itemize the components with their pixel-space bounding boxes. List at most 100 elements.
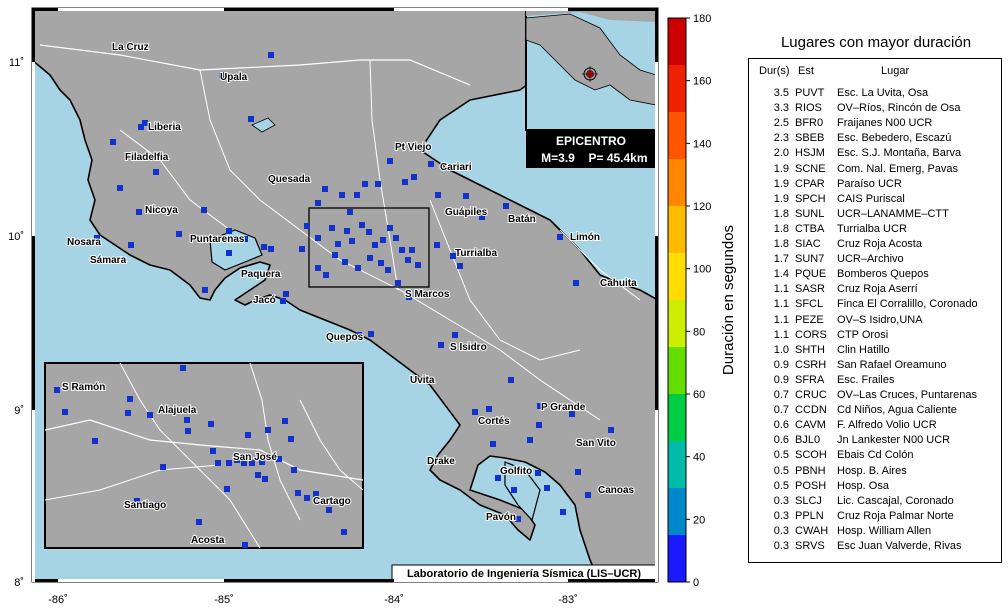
cell-lugar: Fraijanes N00 UCR bbox=[837, 117, 933, 130]
station-marker bbox=[268, 246, 274, 252]
place-label: Quesada bbox=[268, 174, 311, 185]
station-marker bbox=[291, 467, 297, 473]
station-marker bbox=[288, 436, 294, 442]
station-marker bbox=[329, 225, 335, 231]
table-row: 0.7 CCDN Cd Niños, Agua Caliente bbox=[749, 404, 1003, 419]
table-row: 1.9 SPCH CAIS Puriscal bbox=[749, 193, 1003, 208]
cell-dur: 0.7 bbox=[773, 404, 789, 417]
inset-place-label: San José bbox=[233, 452, 277, 463]
cell-dur: 1.0 bbox=[773, 343, 789, 356]
station-marker bbox=[341, 529, 347, 535]
epicenter-inset: EPICENTRO M=3.9 P= 45.4km bbox=[525, 9, 657, 168]
station-marker bbox=[479, 214, 485, 220]
station-marker bbox=[242, 236, 248, 242]
colorbar-tick: 100 bbox=[693, 264, 711, 276]
place-label: Liberia bbox=[148, 122, 181, 133]
station-marker bbox=[472, 409, 478, 415]
station-marker bbox=[399, 247, 405, 253]
table-row: 0.5 SCOH Ebais Cd Colón bbox=[749, 449, 1003, 464]
cell-lugar: Esc. S.J. Montaña, Barva bbox=[837, 147, 962, 160]
station-marker bbox=[232, 236, 238, 242]
station-marker bbox=[176, 231, 182, 237]
place-label: Drake bbox=[427, 456, 455, 467]
station-marker bbox=[268, 52, 274, 58]
border-line bbox=[39, 44, 471, 86]
colorbar-tick: 20 bbox=[693, 514, 705, 526]
cell-est: SASR bbox=[795, 283, 825, 296]
station-marker bbox=[180, 365, 186, 371]
cell-lugar: Hosp. Osa bbox=[837, 479, 889, 492]
cell-dur: 2.5 bbox=[773, 117, 789, 130]
cell-est: PPLN bbox=[795, 509, 824, 522]
colorbar-segment bbox=[668, 535, 686, 582]
cell-lugar: OV–Las Cruces, Puntarenas bbox=[837, 389, 978, 401]
cell-est: CRUC bbox=[795, 389, 827, 401]
station-marker bbox=[92, 438, 98, 444]
colorbar-tick: 120 bbox=[693, 201, 711, 213]
station-marker bbox=[147, 412, 153, 418]
colorbar-tick: 0 bbox=[693, 577, 699, 589]
cell-est: CSRH bbox=[795, 358, 827, 371]
colorbar-segment bbox=[668, 347, 686, 394]
station-marker bbox=[295, 490, 301, 496]
land-mass bbox=[32, 8, 658, 582]
colorbar-segment bbox=[668, 65, 686, 112]
station-marker bbox=[335, 241, 341, 247]
station-marker bbox=[127, 396, 133, 402]
cell-lugar: OV–S Isidro,UNA bbox=[837, 313, 923, 326]
station-marker bbox=[276, 456, 282, 462]
cell-dur: 3.5 bbox=[773, 87, 789, 99]
frame-ticks bbox=[32, 8, 658, 582]
station-marker bbox=[405, 257, 411, 263]
station-marker bbox=[234, 457, 240, 463]
station-marker bbox=[248, 116, 254, 122]
cell-est: CPAR bbox=[795, 177, 825, 190]
station-marker bbox=[393, 235, 399, 241]
table-row: 1.1 SFCL Finca El Corralillo, Coronado bbox=[749, 298, 1003, 313]
colorbar-label: Duración en segundos bbox=[720, 225, 737, 375]
place-labels: La Cruz Upala Liberia Filadelfia Nicoya Nosar… bbox=[66, 41, 638, 524]
station-marker bbox=[185, 428, 191, 434]
cell-dur: 0.3 bbox=[773, 540, 789, 552]
cell-est: SFRA bbox=[795, 373, 825, 386]
colorbar-segment bbox=[668, 159, 686, 206]
x-tick-label: -84˚ bbox=[384, 594, 404, 606]
cell-dur: 1.8 bbox=[773, 222, 789, 235]
header-dur: Dur(s) bbox=[759, 65, 790, 77]
cell-dur: 0.9 bbox=[773, 373, 789, 386]
station-marker bbox=[62, 409, 68, 415]
station-marker bbox=[201, 207, 207, 213]
table-row: 2.0 HSJM Esc. S.J. Montaña, Barva bbox=[749, 147, 1003, 162]
cell-dur: 0.5 bbox=[773, 479, 789, 492]
table-row: 0.5 POSH Hosp. Osa bbox=[749, 480, 1003, 495]
y-tick-label: 8˚ bbox=[14, 577, 24, 589]
cell-est: CWAH bbox=[795, 524, 829, 537]
cell-dur: 1.7 bbox=[773, 253, 789, 266]
province-line bbox=[199, 69, 601, 421]
station-marker bbox=[366, 229, 372, 235]
station-marker bbox=[435, 192, 441, 198]
station-marker bbox=[557, 234, 563, 240]
station-marker bbox=[536, 422, 542, 428]
place-label: Nosara bbox=[67, 237, 101, 248]
cell-est: SBEB bbox=[795, 132, 825, 145]
cell-est: PUVT bbox=[795, 87, 825, 99]
cell-lugar: Paraíso UCR bbox=[837, 177, 902, 190]
station-marker bbox=[342, 259, 348, 265]
cell-dur: 1.9 bbox=[773, 177, 789, 190]
station-marker bbox=[210, 448, 216, 454]
cell-est: PEZE bbox=[795, 313, 824, 326]
cell-dur: 2.0 bbox=[773, 147, 789, 160]
colorbar-segment bbox=[668, 18, 686, 65]
cell-lugar: Hosp. William Allen bbox=[837, 524, 932, 537]
station-marker bbox=[434, 242, 440, 248]
station-marker bbox=[372, 242, 378, 248]
cell-dur: 0.3 bbox=[773, 509, 789, 522]
station-marker bbox=[326, 507, 332, 513]
station-marker bbox=[503, 203, 509, 209]
place-label: Cortés bbox=[478, 416, 510, 427]
station-marker bbox=[395, 280, 401, 286]
station-marker bbox=[315, 235, 321, 241]
cell-lugar: OV–Ríos, Rincón de Osa bbox=[837, 102, 961, 115]
